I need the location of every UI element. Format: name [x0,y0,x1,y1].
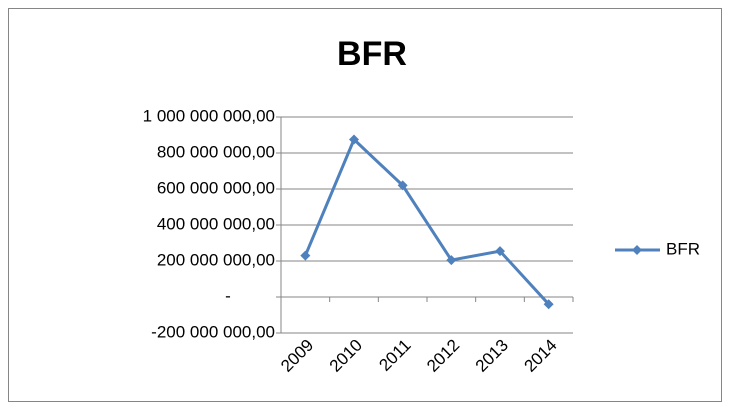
y-tick-label: 600 000 000,00 [157,178,275,197]
data-point [446,255,457,266]
y-tick-label: 1 000 000 000,00 [143,106,275,125]
chart-frame [8,8,722,402]
data-point [495,246,505,257]
data-point [397,180,408,191]
y-tick-label: - [225,286,231,305]
series-line [303,136,550,306]
y-tick-label: 200 000 000,00 [157,250,275,269]
data-point [349,134,359,145]
legend-marker [632,245,642,255]
y-tick-label: 800 000 000,00 [157,142,275,161]
legend-label: BFR [666,239,700,258]
data-point [300,250,311,261]
y-tick-label: -200 000 000,00 [151,322,275,341]
chart-title: BFR [337,35,407,73]
data-point [543,299,554,310]
y-tick-label: 400 000 000,00 [157,214,275,233]
